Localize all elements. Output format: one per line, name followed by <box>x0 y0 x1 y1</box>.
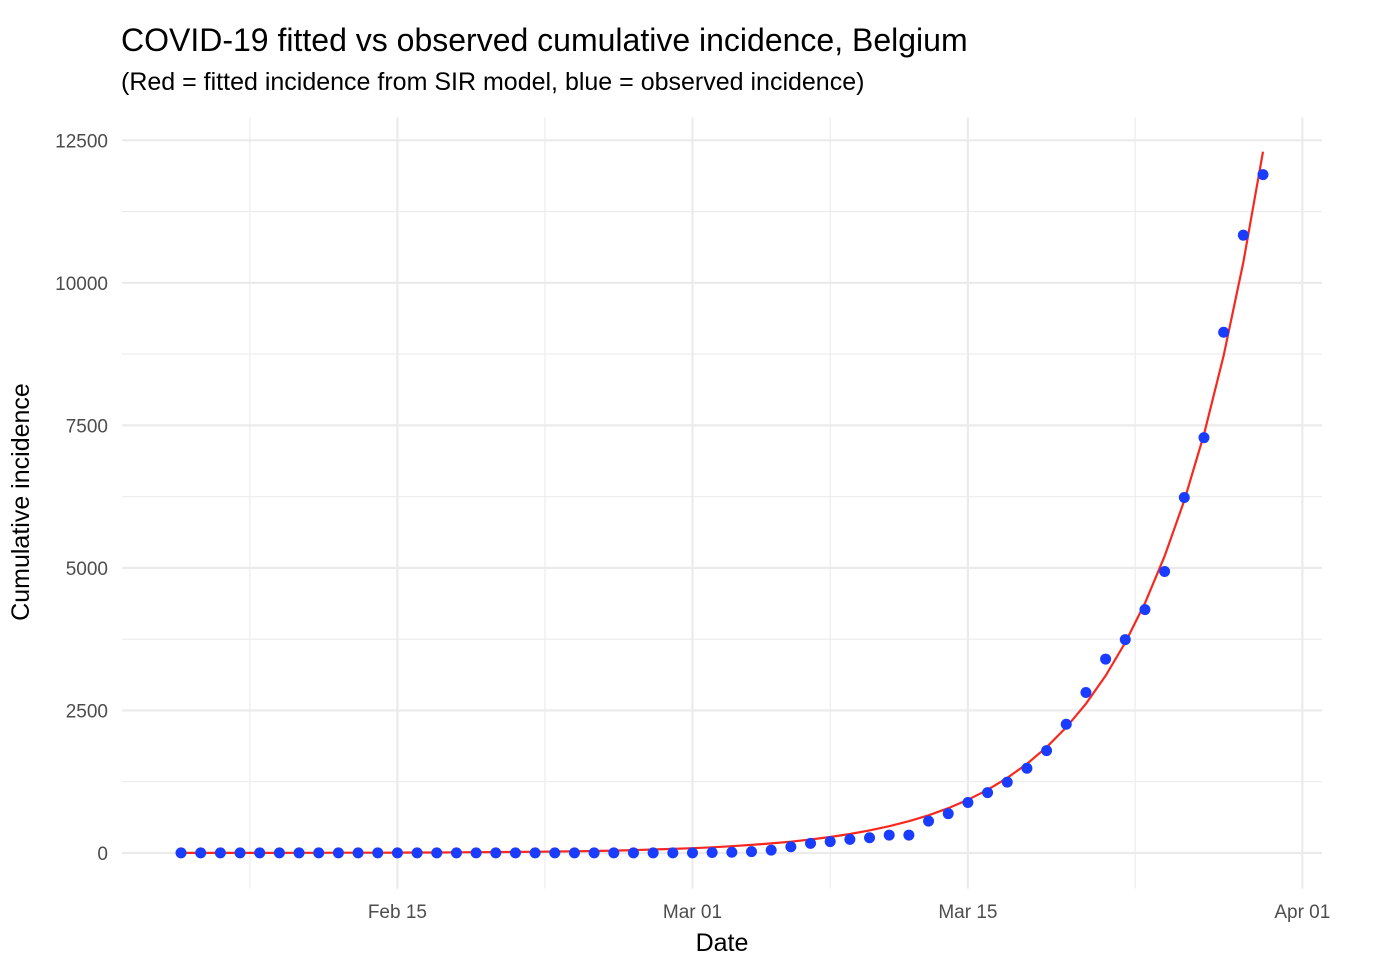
observed-point <box>293 847 305 859</box>
observed-point <box>844 833 856 845</box>
y-tick-label: 2500 <box>66 701 108 722</box>
observed-point <box>627 847 639 859</box>
observed-point <box>1159 565 1171 577</box>
observed-point <box>1237 229 1249 241</box>
observed-point <box>647 847 659 859</box>
observed-point <box>667 847 679 859</box>
observed-point <box>273 847 285 859</box>
observed-point <box>391 847 403 859</box>
observed-point <box>1218 326 1230 338</box>
chart-title: COVID-19 fitted vs observed cumulative i… <box>121 22 968 58</box>
chart-subtitle: (Red = fitted incidence from SIR model, … <box>121 68 865 96</box>
x-tick-label: Mar 15 <box>938 902 997 923</box>
observed-point <box>332 847 344 859</box>
x-tick-label: Apr 01 <box>1274 902 1330 923</box>
x-tick-label: Mar 01 <box>663 902 722 923</box>
observed-point <box>785 841 797 853</box>
observed-point <box>529 847 541 859</box>
observed-point <box>411 847 423 859</box>
observed-point <box>254 847 266 859</box>
observed-point <box>746 846 758 858</box>
observed-point <box>1021 762 1033 774</box>
x-tick-label: Feb 15 <box>368 902 427 923</box>
observed-point <box>982 787 994 799</box>
y-axis-label: Cumulative incidence <box>7 383 35 621</box>
observed-point <box>923 815 935 827</box>
observed-point <box>1178 491 1190 503</box>
observed-point <box>864 832 876 844</box>
observed-point <box>509 847 521 859</box>
observed-point <box>1001 776 1013 788</box>
observed-point <box>686 847 698 859</box>
y-tick-label: 5000 <box>66 559 108 580</box>
observed-point <box>588 847 600 859</box>
observed-point <box>608 847 620 859</box>
observed-point <box>942 808 954 820</box>
observed-point <box>195 847 207 859</box>
observed-point <box>1100 653 1112 665</box>
observed-point <box>490 847 502 859</box>
observed-point <box>372 847 384 859</box>
observed-point <box>352 847 364 859</box>
observed-point <box>1198 432 1210 444</box>
observed-point <box>883 829 895 841</box>
observed-point <box>1080 686 1092 698</box>
observed-point <box>1257 169 1269 181</box>
y-tick-label: 7500 <box>66 416 108 437</box>
observed-point <box>1119 634 1131 646</box>
observed-point <box>1060 718 1072 730</box>
observed-point <box>962 796 974 808</box>
observed-point <box>726 846 738 858</box>
observed-point <box>450 847 462 859</box>
x-axis-label: Date <box>696 929 749 957</box>
observed-point <box>805 837 817 849</box>
observed-point <box>234 847 246 859</box>
y-tick-label: 0 <box>97 844 108 865</box>
y-tick-label: 12500 <box>55 131 108 152</box>
observed-point <box>568 847 580 859</box>
observed-point <box>706 847 718 859</box>
observed-point <box>175 847 187 859</box>
observed-point <box>824 836 836 848</box>
observed-point <box>431 847 443 859</box>
fitted-line <box>181 151 1265 855</box>
observed-point <box>549 847 561 859</box>
observed-point <box>1139 604 1151 616</box>
observed-point <box>1041 745 1053 757</box>
y-tick-label: 10000 <box>55 274 108 295</box>
observed-point <box>903 829 915 841</box>
observed-point <box>313 847 325 859</box>
observed-point <box>214 847 226 859</box>
observed-point <box>470 847 482 859</box>
observed-point <box>765 844 777 856</box>
